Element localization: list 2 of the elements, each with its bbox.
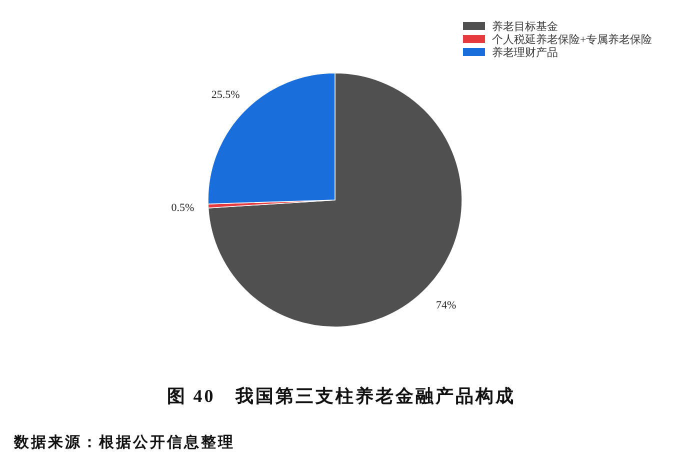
- annotation: 数据来源：根据公开信息整理: [14, 435, 235, 451]
- title: 图 40 我国第三支柱养老金融产品构成: [166, 386, 516, 406]
